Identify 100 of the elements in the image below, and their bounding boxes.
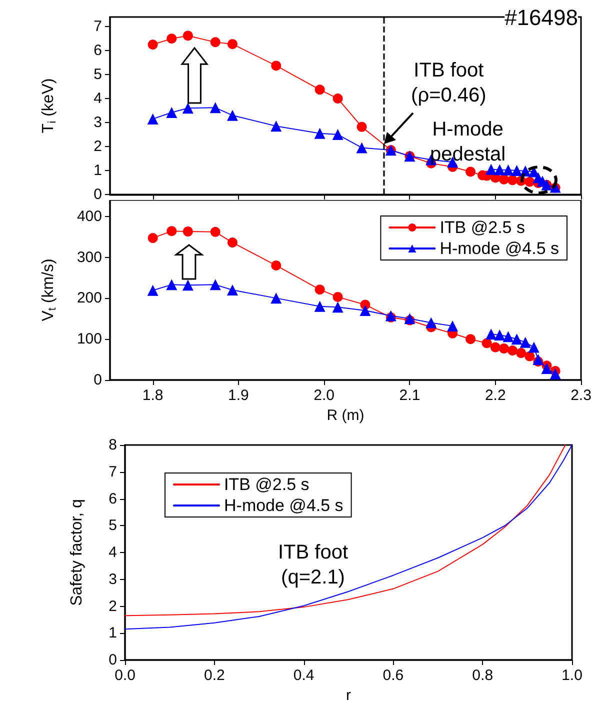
y-tick-label: 7 bbox=[108, 463, 117, 480]
y-tick-label: 300 bbox=[76, 248, 102, 266]
point bbox=[524, 176, 535, 187]
x-tick-label: 2.3 bbox=[570, 387, 592, 404]
legend-label: ITB @2.5 s bbox=[224, 475, 310, 494]
point bbox=[210, 37, 220, 48]
x-tick-label: 1.9 bbox=[228, 387, 249, 404]
point bbox=[511, 165, 522, 176]
y-tick-label: 1 bbox=[94, 162, 102, 180]
point bbox=[270, 120, 282, 132]
point bbox=[271, 260, 282, 270]
x-tick-label: 2.1 bbox=[399, 387, 420, 404]
point bbox=[182, 102, 194, 114]
y-tick-label: 6 bbox=[94, 42, 102, 60]
point bbox=[486, 328, 497, 340]
y-tick-label: 3 bbox=[108, 570, 117, 588]
point bbox=[502, 331, 514, 342]
point bbox=[508, 175, 518, 186]
point bbox=[147, 284, 158, 296]
point bbox=[314, 84, 325, 95]
point bbox=[541, 363, 552, 374]
point bbox=[314, 128, 326, 139]
point bbox=[332, 292, 343, 302]
point bbox=[511, 334, 522, 345]
point bbox=[332, 129, 344, 140]
point bbox=[271, 60, 282, 71]
y-tick-label: 0 bbox=[94, 372, 102, 388]
y-tick-label: 0 bbox=[108, 652, 117, 668]
point bbox=[166, 279, 178, 290]
x-tick-label: 2.0 bbox=[314, 387, 335, 404]
point bbox=[314, 300, 326, 312]
y-tick-label: 5 bbox=[94, 66, 102, 84]
annotation: #16498 bbox=[504, 5, 578, 30]
point bbox=[466, 166, 476, 177]
x-tick-label: 1.0 bbox=[562, 667, 582, 684]
y-tick-label: 2 bbox=[108, 598, 117, 615]
point bbox=[148, 40, 158, 50]
point bbox=[498, 344, 509, 354]
y-tick-label: 6 bbox=[108, 490, 117, 508]
x-axis-title: R (m) bbox=[326, 407, 364, 424]
annotation: ITB foot (ρ=0.46) bbox=[411, 60, 486, 107]
point bbox=[426, 317, 437, 328]
point bbox=[520, 336, 531, 348]
point bbox=[332, 94, 343, 104]
point bbox=[360, 304, 371, 316]
point bbox=[226, 284, 238, 296]
point bbox=[182, 280, 194, 291]
y-axis-title: Safety factor, q bbox=[68, 499, 86, 606]
y-tick-label: 8 bbox=[108, 436, 117, 454]
point bbox=[516, 348, 526, 358]
point bbox=[447, 320, 458, 332]
x-axis-title: r bbox=[346, 687, 351, 704]
y-tick-label: 400 bbox=[76, 208, 102, 225]
point bbox=[550, 368, 561, 380]
point bbox=[314, 284, 325, 295]
x-tick-label: 0.2 bbox=[204, 667, 225, 684]
y-axis-title: Ti (keV) bbox=[40, 78, 58, 134]
x-tick-label: 0.8 bbox=[472, 667, 494, 684]
y-tick-label: 5 bbox=[108, 517, 117, 534]
x-tick-label: 0.4 bbox=[293, 667, 314, 684]
point bbox=[182, 226, 193, 236]
y-tick-label: 4 bbox=[94, 90, 102, 108]
point bbox=[166, 106, 178, 118]
y-tick-label: 7 bbox=[94, 18, 102, 36]
point bbox=[210, 102, 221, 114]
y-tick-label: 3 bbox=[94, 114, 102, 132]
point bbox=[166, 226, 177, 236]
point bbox=[482, 338, 492, 348]
annotation: H-mode pedestal bbox=[430, 118, 506, 166]
point bbox=[490, 342, 500, 352]
x-tick-label: 0.0 bbox=[114, 667, 136, 684]
point bbox=[502, 164, 514, 176]
y-tick-label: 4 bbox=[108, 544, 117, 561]
y-axis-title: Vt (km/s) bbox=[40, 258, 58, 322]
point bbox=[494, 164, 506, 176]
x-tick-label: 0.6 bbox=[382, 667, 404, 684]
point bbox=[227, 238, 238, 248]
point bbox=[528, 342, 540, 353]
legend-label: H-mode @4.5 s bbox=[440, 239, 560, 258]
annotation: ITB foot (q=2.1) bbox=[278, 542, 348, 588]
point bbox=[466, 334, 476, 344]
y-tick-label: 2 bbox=[94, 138, 102, 156]
y-tick-label: 100 bbox=[76, 330, 102, 348]
y-tick-label: 200 bbox=[76, 290, 102, 307]
point bbox=[166, 34, 177, 44]
point bbox=[332, 302, 344, 313]
point bbox=[356, 122, 367, 132]
point bbox=[182, 30, 193, 41]
point bbox=[148, 233, 158, 244]
point bbox=[210, 226, 220, 237]
point bbox=[226, 110, 238, 121]
point bbox=[147, 113, 158, 124]
point bbox=[356, 142, 368, 154]
x-tick-label: 1.8 bbox=[142, 387, 164, 404]
point bbox=[532, 354, 544, 366]
x-tick-label: 2.2 bbox=[484, 387, 506, 404]
point bbox=[227, 39, 238, 50]
y-tick-label: 0 bbox=[94, 186, 102, 203]
legend-label: H-mode @4.5 s bbox=[224, 496, 344, 515]
point bbox=[494, 330, 506, 340]
